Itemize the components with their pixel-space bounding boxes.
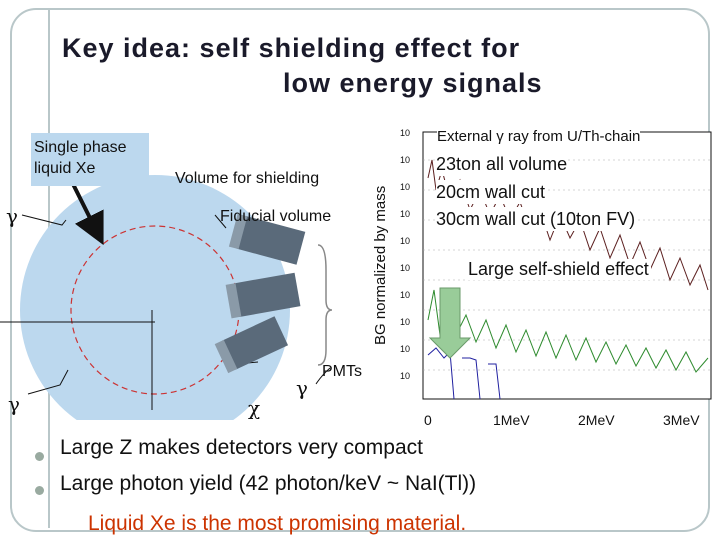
pmt-3 (221, 316, 289, 370)
y-tick: 10 (400, 209, 411, 219)
x-tick: 2MeV (578, 412, 615, 428)
self-shield-effect-label: Large self-shield effect (466, 259, 651, 280)
volume-label: Volume for shielding (175, 170, 320, 187)
y-tick: 10 (400, 236, 411, 246)
fiducial-label: Fiducial volume (220, 208, 332, 225)
pmt-brace (317, 244, 333, 366)
gamma-symbol-2: γ (8, 392, 20, 416)
pmts-label: PMTs (322, 363, 362, 380)
x-tick: 3MeV (663, 412, 700, 428)
gamma-track-1 (21, 214, 67, 226)
y-tick: 10 (400, 371, 411, 381)
legend-all-volume: 23ton all volume (436, 152, 568, 176)
external-gamma-label: External γ ray from U/Th-chain (437, 128, 641, 145)
gamma-symbol-3: γ (296, 376, 308, 400)
y-tick: 10 (400, 128, 411, 138)
bullet-compact: Large Z makes detectors very compact (60, 436, 423, 459)
y-tick: 10 (400, 344, 411, 354)
pmt-leader (315, 367, 331, 385)
bullet-dot (35, 486, 44, 495)
series-30cm-cut (427, 347, 501, 400)
chi-symbol: χ (248, 396, 261, 420)
pointer-arrow (70, 181, 104, 246)
legend-20cm-cut: 20cm wall cut (436, 180, 546, 204)
y-tick: 10 (400, 182, 411, 192)
slide-title-line2: low energy signals (283, 68, 543, 98)
detector-diagram (0, 175, 333, 420)
bullet-dot (35, 452, 44, 461)
gamma-track-2 (27, 369, 69, 395)
y-tick: 10 (400, 155, 411, 165)
y-tick: 10 (400, 290, 411, 300)
legend-30cm-cut: 30cm wall cut (10ton FV) (436, 207, 636, 231)
x-tick: 1MeV (493, 412, 530, 428)
gamma-symbol-1: γ (6, 204, 18, 228)
slide-title-line1: Key idea: self shielding effect for (62, 33, 521, 63)
single-phase-label: Single phase liquid Xe (31, 133, 149, 186)
pmt-2 (233, 272, 301, 317)
conclusion-text: Liquid Xe is the most promising material… (88, 512, 467, 535)
series-20cm-cut (427, 289, 709, 373)
x-tick: 0 (424, 412, 432, 428)
bullet-photon-yield: Large photon yield (42 photon/keV ~ NaI(… (60, 472, 477, 495)
y-tick: 10 (400, 317, 411, 327)
chart-y-axis-label: BG normalized by mass (372, 185, 389, 345)
shield-effect-arrow (428, 287, 472, 359)
y-tick: 10 (400, 263, 411, 273)
pmt-1 (236, 215, 306, 265)
fiducial-leader (214, 214, 227, 229)
